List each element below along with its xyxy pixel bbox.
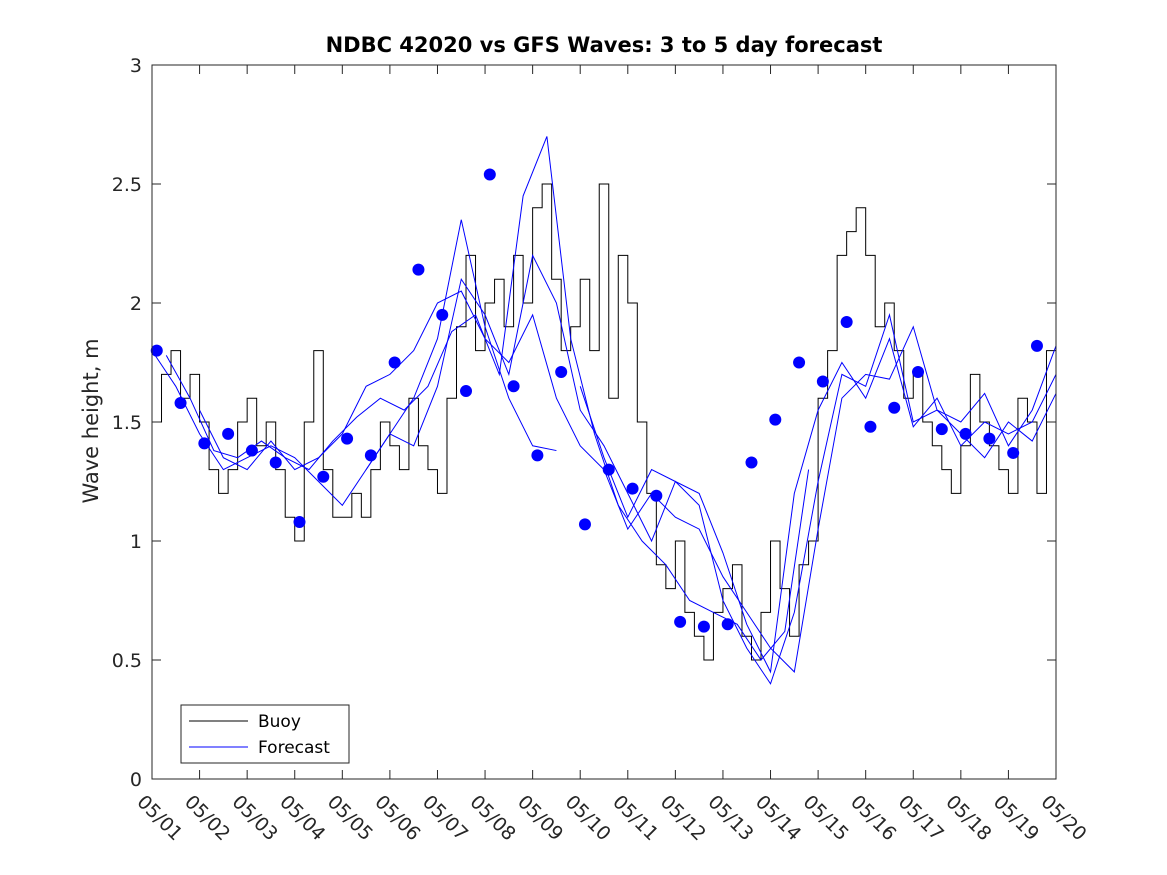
x-tick-label: 05/02 — [180, 791, 234, 845]
legend-buoy-label: Buoy — [258, 712, 301, 732]
forecast-point — [578, 518, 591, 531]
forecast-point — [983, 432, 996, 445]
forecast-point — [555, 366, 568, 379]
buoy-series-line — [152, 183, 1057, 661]
forecast-point — [935, 423, 948, 436]
x-tick-label: 05/01 — [132, 791, 186, 845]
y-tick-label: 3 — [130, 55, 142, 77]
x-tick-label: 05/05 — [323, 791, 377, 845]
x-tick-label: 05/20 — [1036, 791, 1090, 845]
chart-title: NDBC 42020 vs GFS Waves: 3 to 5 day fore… — [326, 33, 883, 57]
forecast-point — [245, 444, 258, 457]
x-tick-label: 05/12 — [656, 791, 710, 845]
x-tick-label: 05/15 — [799, 791, 853, 845]
x-tick-label: 05/03 — [228, 791, 282, 845]
forecast-point — [507, 380, 520, 393]
forecast-point — [317, 470, 330, 483]
forecast-point — [840, 316, 853, 329]
legend-box — [180, 704, 350, 764]
x-tick-label: 05/14 — [751, 791, 805, 845]
forecast-point — [293, 515, 306, 528]
forecast-point — [531, 449, 544, 462]
forecast-point — [864, 420, 877, 433]
forecast-point — [150, 344, 163, 357]
legend: Buoy Forecast — [180, 704, 350, 764]
x-tick-label: 05/13 — [703, 791, 757, 845]
forecast-point — [460, 385, 473, 398]
axes-box — [151, 64, 1057, 780]
forecast-point — [269, 456, 282, 469]
forecast-series-line-3 — [199, 290, 1057, 673]
x-tick-label: 05/18 — [941, 791, 995, 845]
forecast-point — [341, 432, 354, 445]
forecast-point — [769, 413, 782, 426]
x-tick-label: 05/17 — [894, 791, 948, 845]
forecast-point — [793, 356, 806, 369]
forecast-point — [483, 168, 496, 181]
forecast-point — [388, 356, 401, 369]
y-tick-label: 0 — [130, 769, 142, 791]
x-tick-label: 05/19 — [989, 791, 1043, 845]
x-tick-label: 05/04 — [275, 791, 329, 845]
forecast-point — [436, 308, 449, 321]
x-tick-label: 05/09 — [513, 791, 567, 845]
x-tick-label: 05/07 — [418, 791, 472, 845]
forecast-point — [912, 366, 925, 379]
forecast-point — [198, 437, 211, 450]
plot-area — [150, 136, 1057, 685]
forecast-point — [816, 375, 829, 388]
x-tick-label: 05/16 — [846, 791, 900, 845]
y-tick-label: 2 — [130, 293, 142, 315]
y-tick-label: 0.5 — [112, 650, 142, 672]
y-axis-label: Wave height, m — [79, 338, 103, 503]
forecast-point — [412, 263, 425, 276]
forecast-series-line-2 — [165, 136, 810, 661]
y-tick-label: 1.5 — [112, 412, 142, 434]
forecast-point — [674, 615, 687, 628]
forecast-point — [364, 449, 377, 462]
x-tick-label: 05/06 — [370, 791, 424, 845]
forecast-series-line-1 — [151, 219, 557, 507]
forecast-point — [222, 427, 235, 440]
x-tick-label: 05/08 — [466, 791, 520, 845]
forecast-point — [174, 396, 187, 409]
forecast-point — [650, 489, 663, 502]
forecast-point — [626, 482, 639, 495]
forecast-point — [1030, 339, 1043, 352]
forecast-point — [888, 401, 901, 414]
forecast-point — [745, 456, 758, 469]
legend-forecast-label: Forecast — [258, 738, 330, 758]
forecast-point — [721, 618, 734, 631]
y-tick-label: 1 — [130, 531, 142, 553]
forecast-point — [697, 620, 710, 633]
forecast-point — [602, 463, 615, 476]
forecast-point — [1007, 446, 1020, 459]
forecast-series-line-4 — [365, 253, 1057, 685]
x-tick-label: 05/11 — [608, 791, 662, 845]
x-tick-label: 05/10 — [561, 791, 615, 845]
y-tick-label: 2.5 — [112, 174, 142, 196]
forecast-point — [959, 427, 972, 440]
forecast-series-line-5 — [579, 337, 1057, 674]
